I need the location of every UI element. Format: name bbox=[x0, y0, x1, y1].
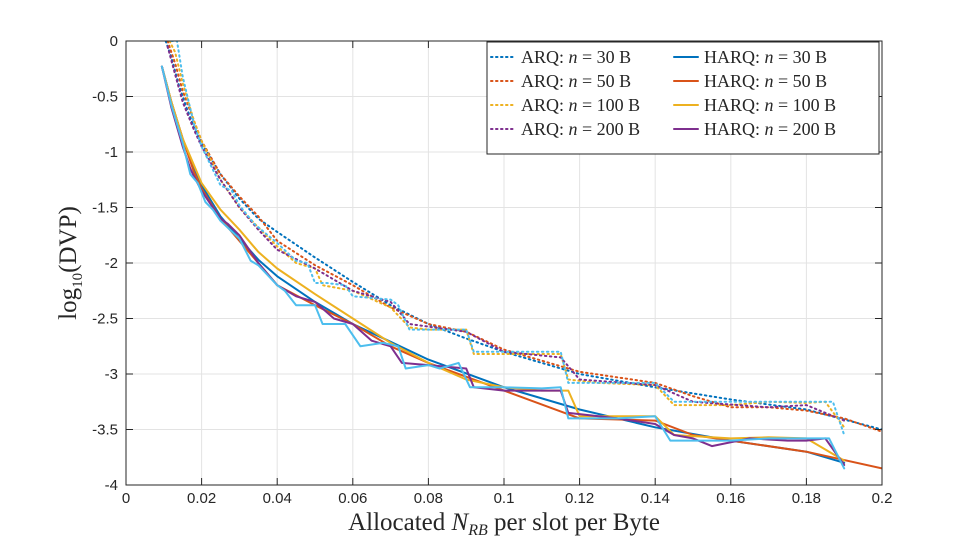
legend-entry-label: HARQ: n = 100 B bbox=[704, 95, 836, 115]
legend-entry-label: ARQ: n = 100 B bbox=[521, 95, 640, 115]
legend-entry-label: HARQ: n = 50 B bbox=[704, 71, 827, 91]
x-axis-label-subscript: RB bbox=[467, 522, 488, 539]
y-axis-label-post: (DVP) bbox=[55, 206, 82, 273]
series-line-arq-50b bbox=[166, 41, 882, 433]
series-line-harq-30b-alt bbox=[160, 65, 846, 470]
x-tick-label: 0.04 bbox=[263, 490, 292, 507]
y-axis-label-pre: log bbox=[55, 287, 82, 319]
series-line-harq-200b bbox=[160, 65, 846, 466]
series-line-arq-200b bbox=[166, 45, 846, 422]
x-tick-label: 0.02 bbox=[187, 490, 216, 507]
series-line-harq-50b bbox=[160, 65, 882, 470]
y-tick-label: -3.5 bbox=[92, 422, 118, 439]
x-tick-label: 0.06 bbox=[338, 490, 367, 507]
y-axis-label: log10(DVP) bbox=[55, 206, 86, 320]
y-tick-label: -2.5 bbox=[92, 311, 118, 328]
legend: ARQ: n = 30 B ARQ: n = 50 B ARQ: n = 100 B… bbox=[486, 41, 880, 155]
x-axis-ticks: 0 0.02 0.04 0.06 0.08 0.1 0.12 0.14 0.16 0.18 0.2 bbox=[122, 41, 893, 507]
y-tick-label: -4 bbox=[105, 477, 118, 494]
legend-entry-label: ARQ: n = 50 B bbox=[521, 71, 631, 91]
x-tick-label: 0.18 bbox=[792, 490, 821, 507]
x-tick-label: 0.14 bbox=[641, 490, 670, 507]
x-tick-label: 0.1 bbox=[494, 490, 515, 507]
series-layer bbox=[160, 41, 882, 470]
legend-entry-label: HARQ: n = 30 B bbox=[704, 47, 827, 67]
legend-entry-label: ARQ: n = 30 B bbox=[521, 47, 631, 67]
x-axis-label-post: per slot per Byte bbox=[488, 509, 660, 536]
x-tick-label: 0.16 bbox=[716, 490, 745, 507]
x-tick-label: 0.2 bbox=[872, 490, 893, 507]
x-axis-label-pre: Allocated bbox=[348, 509, 451, 536]
y-tick-label: -3 bbox=[105, 366, 118, 383]
series-line-arq-30b-alt bbox=[170, 41, 846, 436]
legend-entry-label: ARQ: n = 200 B bbox=[521, 119, 640, 139]
x-tick-label: 0 bbox=[122, 490, 130, 507]
y-tick-label: -2 bbox=[105, 255, 118, 272]
x-axis-label: Allocated NRB per slot per Byte bbox=[348, 509, 660, 539]
y-axis-ticks: 0 -0.5 -1 -1.5 -2 -2.5 -3 -3.5 -4 bbox=[92, 33, 882, 494]
x-tick-label: 0.08 bbox=[414, 490, 443, 507]
x-axis-label-symbol: N bbox=[451, 509, 470, 536]
y-axis-label-subscript: 10 bbox=[70, 273, 86, 288]
y-tick-label: -1.5 bbox=[92, 200, 118, 217]
legend-box bbox=[486, 41, 880, 155]
x-tick-label: 0.12 bbox=[565, 490, 594, 507]
y-tick-label: -1 bbox=[105, 144, 118, 161]
y-tick-label: -0.5 bbox=[92, 89, 118, 106]
legend-entry-label: HARQ: n = 200 B bbox=[704, 119, 836, 139]
y-tick-label: 0 bbox=[110, 33, 118, 50]
